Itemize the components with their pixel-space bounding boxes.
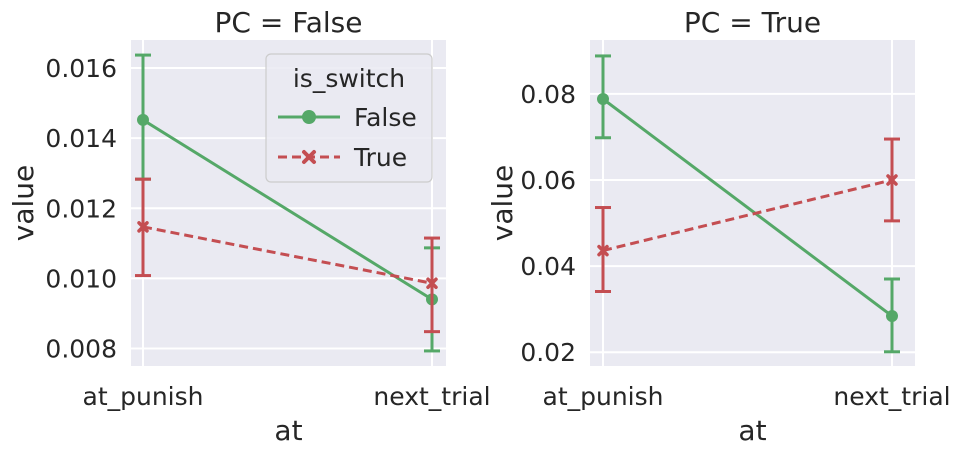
subplot-pc-false: 0.008 0.010 0.012 0.014 0.016 at_punish next_… xyxy=(7,6,491,447)
data-point xyxy=(597,92,609,105)
legend-box xyxy=(265,53,433,183)
series-true xyxy=(135,177,440,334)
plot-area xyxy=(590,40,915,366)
x-tick-labels: at_punish next_trial xyxy=(543,382,951,411)
legend-marker-false xyxy=(302,110,316,124)
series-layer xyxy=(595,54,900,354)
x-axis-label: at xyxy=(274,414,302,447)
x-tick-labels: at_punish next_trial xyxy=(83,382,491,411)
data-point xyxy=(886,310,898,323)
series-line xyxy=(142,225,433,285)
subplot-pc-true: 0.02 0.04 0.06 0.08 at_punish next_trial PC … xyxy=(486,6,951,447)
y-tick-label: 0.014 xyxy=(45,124,117,153)
data-point xyxy=(137,221,149,233)
legend-title: is_switch xyxy=(293,64,405,93)
y-axis-label: value xyxy=(7,165,40,241)
x-tick-label: next_trial xyxy=(373,382,490,411)
series-line xyxy=(602,178,893,253)
series-line xyxy=(602,97,893,318)
y-tick-label: 0.012 xyxy=(45,194,117,223)
series-false xyxy=(595,54,900,354)
chart-title: PC = False xyxy=(215,6,363,39)
legend: is_switch False True xyxy=(265,53,433,183)
chart-title: PC = True xyxy=(684,6,821,39)
series-true xyxy=(595,137,900,293)
x-tick-label: at_punish xyxy=(543,382,664,411)
data-point xyxy=(137,113,149,126)
y-tick-labels: 0.02 0.04 0.06 0.08 xyxy=(520,80,576,367)
legend-label-false: False xyxy=(354,103,417,132)
y-tick-label: 0.016 xyxy=(45,54,117,83)
series-line xyxy=(142,118,433,301)
series-layer xyxy=(135,53,440,353)
legend-marker-true xyxy=(302,150,316,164)
y-tick-label: 0.04 xyxy=(520,252,576,281)
x-axis-label: at xyxy=(738,414,766,447)
y-tick-label: 0.08 xyxy=(520,80,576,109)
y-axis-label: value xyxy=(486,165,519,241)
grid xyxy=(590,40,915,366)
y-tick-labels: 0.008 0.010 0.012 0.014 0.016 xyxy=(45,54,117,363)
data-point xyxy=(597,244,609,257)
x-tick-label: next_trial xyxy=(833,382,950,411)
y-tick-label: 0.06 xyxy=(520,166,576,195)
data-point xyxy=(426,277,438,290)
data-point xyxy=(886,174,898,186)
y-tick-label: 0.02 xyxy=(520,338,576,367)
y-tick-label: 0.010 xyxy=(45,264,117,293)
y-tick-label: 0.008 xyxy=(45,334,117,363)
x-tick-label: at_punish xyxy=(83,382,204,411)
legend-label-true: True xyxy=(353,143,407,172)
